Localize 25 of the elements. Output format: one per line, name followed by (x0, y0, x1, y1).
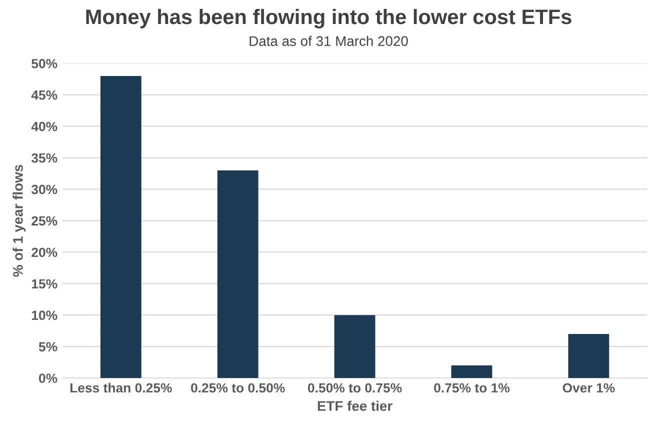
y-tick-label: 5% (38, 342, 58, 352)
y-tick-label: 30% (31, 184, 58, 194)
y-tick-label: 0% (39, 374, 58, 383)
x-tick-label: Over 1% (562, 383, 615, 393)
bar (451, 365, 492, 378)
y-tick-label: 25% (32, 216, 58, 226)
chart-subtitle: Data as of 31 March 2020 (250, 36, 408, 46)
x-tick-label: 0.25% to 0.50% (191, 383, 285, 393)
bar (568, 334, 610, 378)
chart-title: Money has been flowing into the lower cost ETFs (86, 8, 572, 28)
y-tick-label: 35% (31, 153, 58, 163)
bar (217, 170, 258, 378)
y-tick-label: 45% (31, 90, 58, 100)
x-axis-title: ETF fee tier (318, 400, 392, 411)
y-tick-label: 15% (32, 279, 58, 289)
y-tick-label: 40% (31, 122, 58, 132)
x-tick-label: 0.75% to 1% (434, 383, 510, 393)
y-tick-label: 50% (32, 58, 58, 68)
y-axis-title: % of 1 year flows (12, 164, 26, 277)
y-tick-label: 20% (32, 248, 58, 258)
y-tick-label: 10% (32, 310, 58, 320)
x-tick-label: Less than 0.25% (70, 382, 172, 393)
bar (334, 315, 376, 378)
x-tick-label: 0.50% to 0.75% (308, 383, 402, 393)
bar (100, 76, 142, 378)
